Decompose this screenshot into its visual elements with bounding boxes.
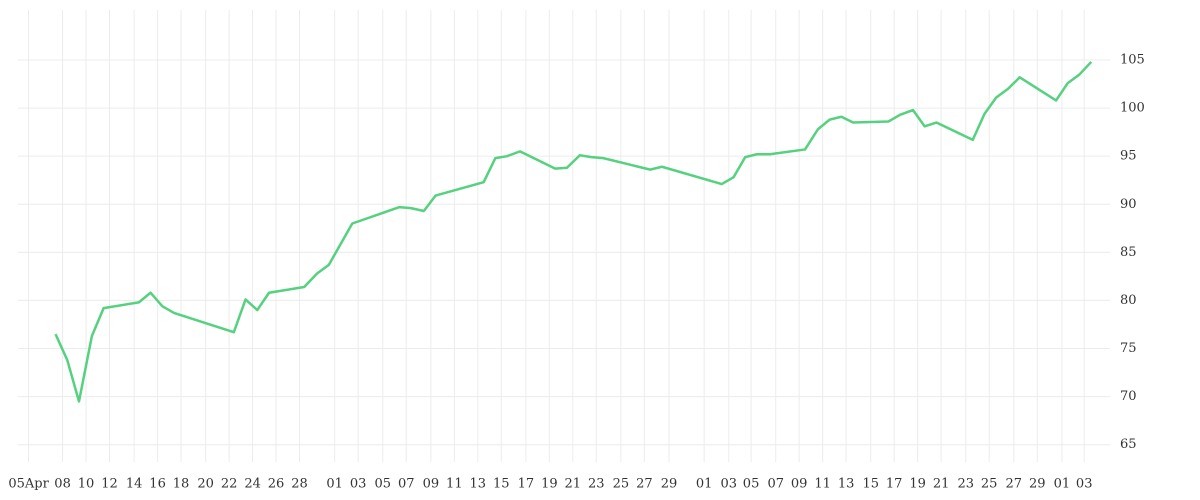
x-tick-label: 19	[909, 477, 926, 492]
x-tick-label: 17	[886, 477, 903, 492]
x-tick-label: 24	[244, 477, 261, 492]
x-tick-label: 14	[126, 477, 143, 492]
y-tick-label: 90	[1120, 197, 1137, 212]
x-tick-label: 16	[149, 477, 166, 492]
x-tick-label: 15	[862, 477, 879, 492]
y-tick-label: 85	[1120, 245, 1137, 260]
x-tick-label: 03	[350, 477, 367, 492]
y-tick-label: 105	[1120, 53, 1145, 68]
x-tick-label: 22	[221, 477, 238, 492]
x-tick-label: 13	[838, 477, 855, 492]
y-tick-label: 95	[1120, 149, 1137, 164]
x-tick-label: 03	[1076, 477, 1093, 492]
x-tick-label: 01	[326, 477, 343, 492]
x-tick-label: 09	[423, 477, 440, 492]
y-tick-label: 65	[1120, 437, 1137, 452]
x-tick-label: 19	[541, 477, 558, 492]
x-tick-label: 27	[636, 477, 653, 492]
x-tick-label: 07	[398, 477, 415, 492]
x-tick-label: 20	[197, 477, 214, 492]
y-tick-label: 100	[1120, 101, 1145, 116]
x-tick-label: 23	[588, 477, 605, 492]
x-tick-label: 25	[613, 477, 630, 492]
x-tick-label: 13	[470, 477, 487, 492]
y-tick-label: 75	[1120, 341, 1137, 356]
x-tick-label: 27	[1006, 477, 1023, 492]
x-tick-label: 11	[814, 477, 831, 492]
x-tick-label: 25	[981, 477, 998, 492]
x-tick-label: 17	[518, 477, 535, 492]
x-tick-label: 26	[268, 477, 285, 492]
x-tick-label: 15	[493, 477, 510, 492]
x-tick-label: 21	[565, 477, 582, 492]
x-tick-label: 08	[54, 477, 71, 492]
x-tick-label: 18	[173, 477, 190, 492]
x-tick-label: 29	[1029, 477, 1046, 492]
price-line	[54, 61, 1093, 403]
x-tick-label: 05Apr	[8, 477, 49, 492]
x-tick-label: 05	[375, 477, 392, 492]
y-tick-label: 70	[1120, 389, 1137, 404]
x-tick-label: 21	[933, 477, 950, 492]
x-tick-label: 01	[1054, 477, 1071, 492]
x-tick-label: 11	[446, 477, 463, 492]
y-tick-label: 80	[1120, 293, 1137, 308]
x-tick-label: 12	[101, 477, 118, 492]
x-tick-label: 01	[696, 477, 713, 492]
x-tick-label: 05	[743, 477, 760, 492]
x-tick-label: 23	[957, 477, 974, 492]
x-tick-label: 07	[767, 477, 784, 492]
x-tick-label: 10	[78, 477, 95, 492]
x-tick-label: 09	[791, 477, 808, 492]
x-tick-label: 29	[661, 477, 678, 492]
x-tick-label: 28	[291, 477, 308, 492]
x-tick-label: 03	[721, 477, 738, 492]
